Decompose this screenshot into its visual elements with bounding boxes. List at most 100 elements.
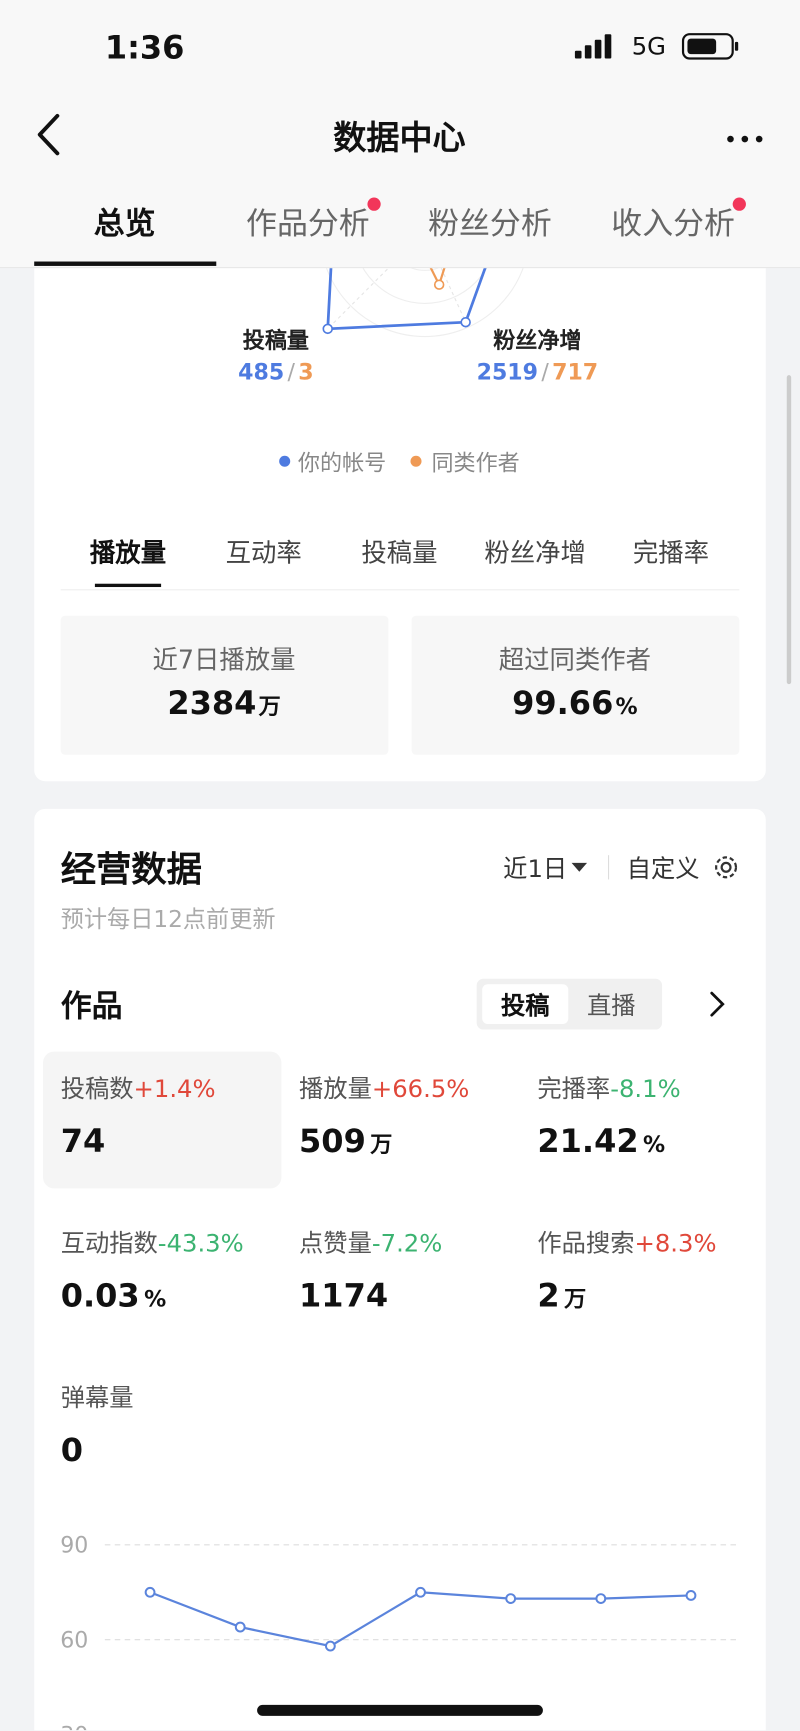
status-network-text: 5G (631, 33, 666, 62)
metric-label-text: 投稿数 (60, 1075, 134, 1104)
tab[interactable]: 作品分析 (246, 200, 370, 244)
point (505, 1593, 517, 1605)
summary-label: 近7日播放量 (152, 639, 295, 677)
radar-values-text: 2519 (476, 358, 539, 386)
period-select[interactable]: 近1日 (503, 850, 567, 885)
update-note: 预计每日12点前更新 (61, 902, 276, 935)
tab[interactable]: 总览 (94, 200, 156, 244)
header (0, 0, 800, 269)
status-time: 1:36 (105, 29, 185, 67)
summary-label-text: 超过同类作者 (498, 646, 652, 676)
metric-value-text: 509 (299, 1122, 366, 1160)
page-title: 数据中心 (333, 110, 465, 159)
y-tick-label: 60 (60, 1628, 88, 1653)
metric-label-text: 作品搜索 (537, 1230, 635, 1258)
summary-value-text: 2384 (167, 684, 257, 722)
tab-text: 总览 (93, 205, 156, 242)
metric-tab[interactable]: 互动率 (226, 532, 302, 570)
metric-label-text: 播放量 (299, 1075, 372, 1104)
tab[interactable]: 收入分析 (611, 200, 735, 244)
status-icons (574, 33, 739, 60)
summary-box (411, 615, 740, 755)
point (685, 1590, 697, 1601)
metric-value: 0 (61, 1431, 83, 1469)
metric-value-text: 2 (537, 1276, 560, 1315)
metric-label: 投稿数 +1.4% (61, 1069, 216, 1104)
works-title-text: 作品 (60, 987, 123, 1025)
metric-unit: 万 (564, 1285, 587, 1313)
toggle-option-text: 直播 (587, 993, 636, 1021)
metric-value: 1174 (299, 1277, 388, 1315)
tab[interactable]: 粉丝分析 (428, 200, 552, 244)
radar-values-text: 717 (552, 358, 599, 386)
point (144, 1586, 156, 1598)
period-select-text: 近1日 (503, 856, 568, 884)
radar-label-text: 投稿量 (242, 327, 309, 354)
metric-unit: % (144, 1285, 167, 1313)
radar-label-text: 粉丝净增 (493, 327, 582, 354)
metric-change: -8.1% (610, 1075, 681, 1104)
summary-value-text: 万 (258, 692, 281, 720)
divider (60, 589, 740, 591)
custom-button[interactable]: 自定义 (627, 850, 700, 885)
chevron-right[interactable] (706, 989, 728, 1020)
metric-label: 点赞量 -7.2% (299, 1224, 442, 1259)
legend-dot (410, 455, 422, 467)
metric-value-text: 1174 (299, 1276, 389, 1315)
section-title: 经营数据 (61, 842, 202, 893)
legend-item: 你的帐号 (298, 445, 386, 477)
metric-tab-underline (94, 583, 162, 588)
metric-label-text: 互动指数 (60, 1230, 158, 1258)
metric-change: +66.5% (371, 1075, 470, 1104)
toggle-option[interactable]: 直播 (587, 986, 636, 1021)
legend-item: 同类作者 (431, 445, 519, 477)
metric-value-text: 74 (60, 1122, 106, 1160)
metric-label: 完播率 -8.1% (537, 1069, 680, 1104)
summary-value-text: % (615, 692, 638, 720)
metric-tab-text: 粉丝净增 (484, 539, 586, 569)
point (324, 1640, 336, 1652)
y-tick-label: 30 (60, 1723, 88, 1730)
page-title-text: 数据中心 (333, 119, 466, 158)
status-time-text: 1:36 (104, 28, 185, 67)
metric-value: 21.42% (537, 1122, 665, 1160)
metric-unit: % (643, 1131, 666, 1158)
section-title-text: 经营数据 (60, 848, 202, 891)
metric-label: 播放量 +66.5% (299, 1069, 469, 1104)
metric-label-text: 点赞量 (299, 1230, 372, 1258)
radar-values: 485/3 (238, 359, 314, 385)
custom-button-text: 自定义 (626, 856, 700, 884)
metric-tab-text: 互动率 (225, 539, 302, 569)
metric-value-text: 21.42 (537, 1122, 639, 1160)
point (234, 1621, 246, 1633)
tab-text: 收入分析 (611, 205, 735, 242)
summary-value: 2384 万 (167, 684, 280, 722)
dropdown-arrow[interactable] (569, 861, 591, 876)
line (149, 1591, 692, 1648)
point (415, 1586, 426, 1598)
scrollbar (786, 375, 792, 685)
metric-tab[interactable]: 粉丝净增 (484, 532, 586, 570)
summary-label-text: 近7日播放量 (152, 646, 296, 676)
radar-values-text: 3 (298, 358, 314, 386)
tab-underline (34, 261, 217, 266)
toggle-active[interactable] (482, 984, 569, 1025)
point (595, 1593, 607, 1605)
back-button[interactable] (33, 110, 66, 160)
metric-tab-text: 投稿量 (361, 539, 438, 569)
more-button[interactable] (723, 130, 767, 148)
badge-dot (367, 197, 381, 211)
toggle-option[interactable]: 投稿 (501, 986, 550, 1021)
radar-label: 粉丝净增 (493, 323, 581, 355)
status-network: 5G (632, 34, 666, 62)
radar-values-text: / (541, 358, 549, 386)
settings-icon[interactable] (712, 853, 741, 882)
metric-change: -43.3% (157, 1230, 244, 1258)
metric-tab[interactable]: 投稿量 (361, 532, 437, 570)
metric-tab[interactable]: 播放量 (90, 532, 166, 570)
legend-item-text: 你的帐号 (297, 449, 387, 477)
metric-tab[interactable]: 完播率 (633, 532, 709, 570)
toggle-option-text: 投稿 (500, 993, 550, 1021)
